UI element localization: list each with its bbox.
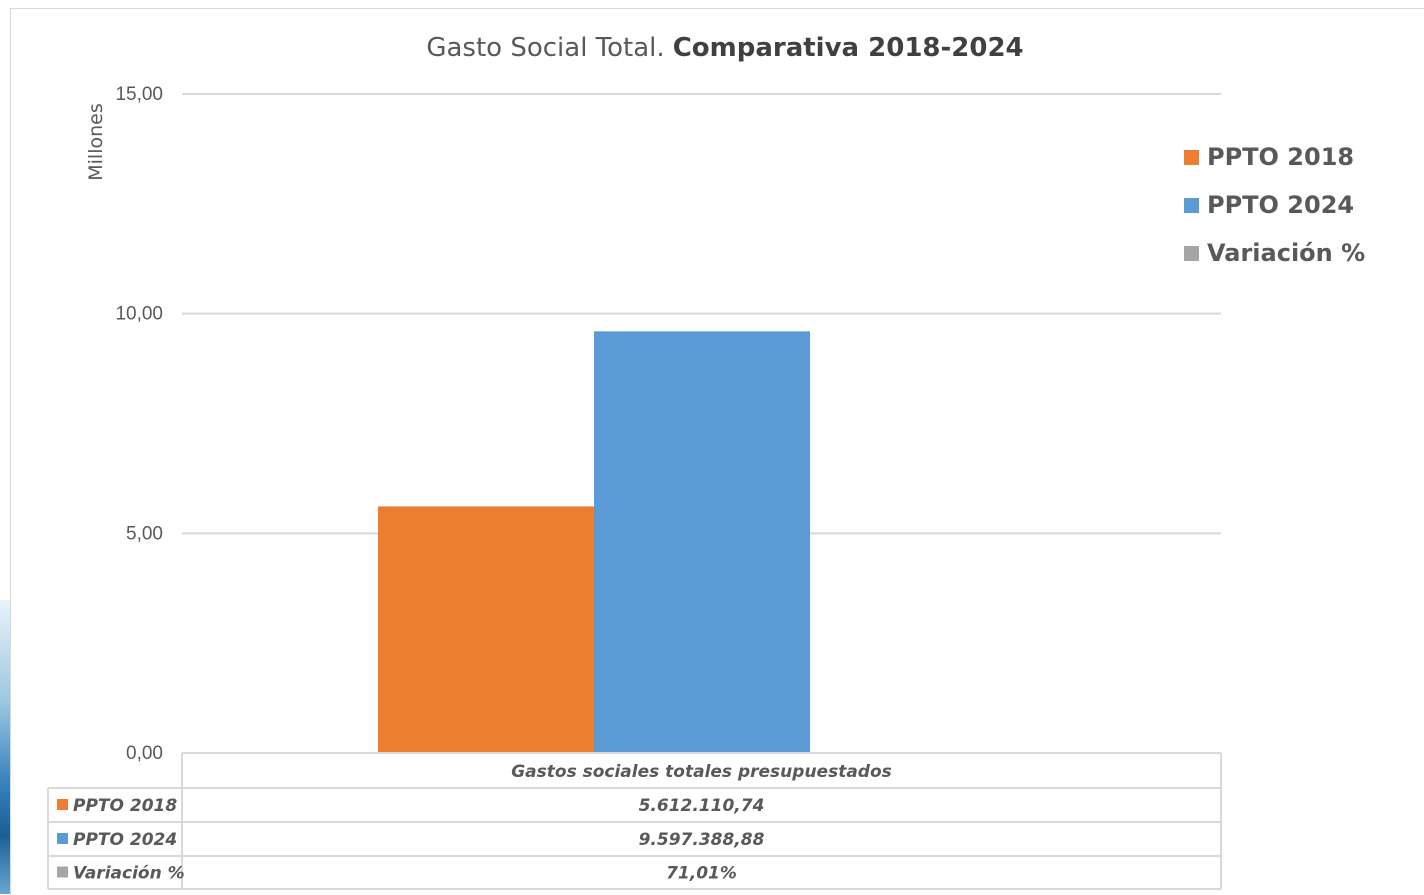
- y-tick-label: 5,00: [126, 523, 163, 544]
- table-row-swatch: [57, 866, 68, 878]
- chart-title-normal: Gasto Social Total.: [426, 33, 664, 63]
- table-row-swatch: [57, 833, 68, 844]
- table-row-label: PPTO 2018: [73, 796, 177, 816]
- bar-ppto-2018: [378, 506, 594, 753]
- legend-swatch: [1184, 246, 1199, 261]
- bar-ppto-2024: [594, 331, 810, 753]
- y-tick-label: 15,00: [115, 84, 163, 105]
- y-tick-labels: 0,00 5,00 10,00 15,00: [115, 84, 163, 764]
- legend-swatch: [1184, 198, 1199, 213]
- legend: PPTO 2018 PPTO 2024 Variación %: [1184, 143, 1365, 267]
- table-header: Gastos sociales totales presupuestados: [511, 762, 892, 782]
- legend-label: Variación %: [1207, 239, 1365, 267]
- table-row-swatch: [57, 799, 68, 810]
- legend-label: PPTO 2018: [1207, 143, 1354, 171]
- table-row-label: PPTO 2024: [73, 830, 177, 850]
- data-table: Gastos sociales totales presupuestados PP…: [47, 752, 1222, 890]
- table-row-value: 5.612.110,74: [639, 796, 765, 816]
- chart-title-bold: Comparativa 2018-2024: [673, 33, 1024, 63]
- y-tick-label: 0,00: [126, 743, 163, 764]
- table-row-label: Variación %: [73, 864, 185, 884]
- table-row-value: 9.597.388,88: [639, 830, 765, 850]
- y-axis-label: Millones: [85, 103, 107, 180]
- chart-title: Gasto Social Total. Comparativa 2018-2024: [426, 33, 1023, 63]
- legend-label: PPTO 2024: [1207, 191, 1354, 219]
- legend-swatch: [1184, 150, 1199, 165]
- left-edge-background: [0, 600, 10, 894]
- table-row-value: 71,01%: [666, 864, 737, 884]
- bars: [378, 331, 810, 753]
- y-tick-label: 10,00: [115, 304, 163, 325]
